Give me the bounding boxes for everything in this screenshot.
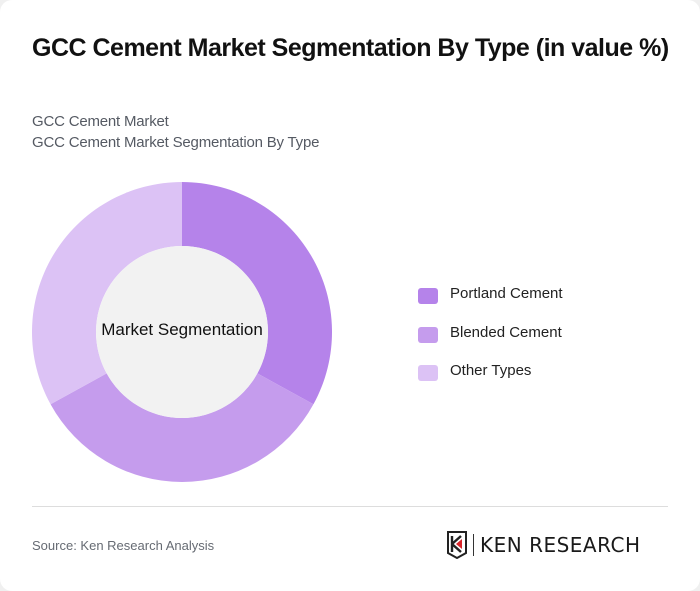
legend-label: Portland Cement [450, 285, 563, 302]
logo-separator [473, 534, 474, 556]
ken-shield-icon [447, 531, 467, 559]
chart-subtitle-market: GCC Cement Market [32, 113, 169, 130]
footer-divider [32, 506, 668, 507]
logo-text: KEN RESEARCH [480, 533, 641, 557]
donut-center [96, 246, 268, 418]
legend-swatch [418, 288, 438, 304]
donut-segment-portland-cement[interactable] [182, 182, 332, 405]
legend-swatch [418, 326, 438, 343]
legend-label: Other Types [450, 362, 532, 379]
chart-title: GCC Cement Market Segmentation By Type (… [32, 34, 669, 62]
donut-segment-other-types[interactable] [32, 182, 183, 405]
legend-swatch [418, 365, 438, 381]
donut-center-label: Market Segmentation [101, 320, 263, 339]
donut-chart [32, 182, 332, 482]
donut-segment-blended-cement[interactable] [50, 373, 314, 482]
ken-research-logo: KEN RESEARCH [447, 530, 641, 560]
chart-subtitle-segment: GCC Cement Market Segmentation By Type [32, 134, 320, 151]
legend-label: Blended Cement [450, 323, 562, 341]
source-note: Source: Ken Research Analysis [32, 538, 215, 553]
